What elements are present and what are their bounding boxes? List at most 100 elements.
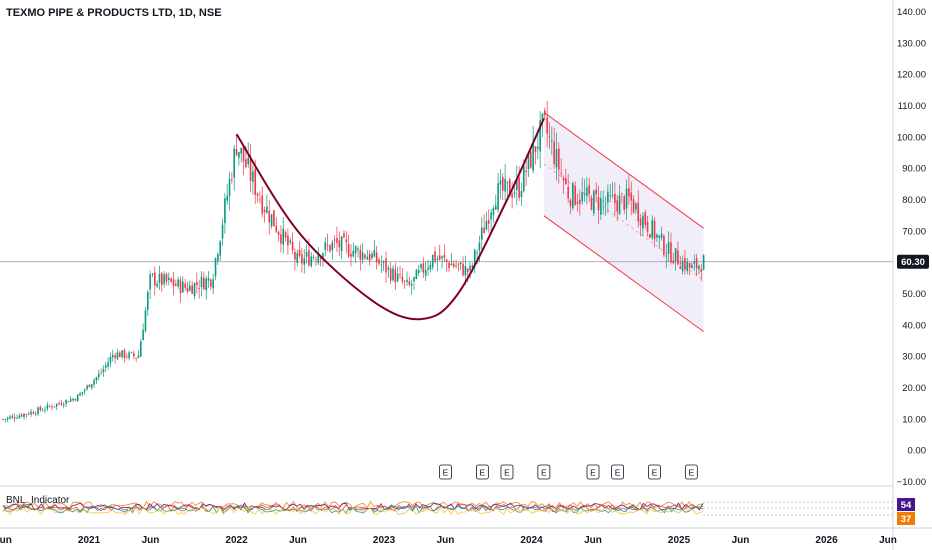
candle-body: [132, 353, 135, 357]
candle-body: [371, 253, 373, 259]
x-axis-ticks: Jun 2021 Jun 2022 Jun 2023 Jun 2024 Jun 2025 Jun 20…: [0, 535, 897, 546]
earnings-event-marker[interactable]: [475, 464, 489, 480]
candle-body: [525, 170, 527, 173]
candle-body: [469, 265, 471, 271]
candle-body: [698, 265, 700, 270]
candle-body: [553, 141, 555, 165]
candle-body: [221, 224, 224, 239]
candle-body: [462, 263, 464, 276]
candle-body: [266, 206, 268, 213]
candle-body: [656, 234, 658, 238]
candle-body: [13, 416, 16, 419]
candle-body: [53, 406, 56, 408]
candle-body: [693, 261, 696, 264]
candle-body: [151, 273, 154, 275]
candle-body: [691, 264, 693, 269]
earnings-event-marker[interactable]: [648, 464, 661, 480]
candle-body: [121, 350, 123, 358]
earnings-event-label: E: [504, 468, 510, 478]
candle-body: [385, 258, 387, 273]
candle-body: [625, 188, 628, 209]
candle-body: [30, 411, 32, 415]
candle-body: [417, 269, 420, 273]
candle-body: [466, 268, 469, 273]
candle-body: [686, 261, 689, 271]
y-tick-label: 120.00: [897, 70, 926, 81]
y-tick-label: 140.00: [897, 7, 926, 18]
earnings-event-label: E: [688, 468, 694, 478]
candle-body: [677, 250, 679, 265]
last-price-badge-text: 60.30: [901, 257, 925, 268]
channel-upper-line: [543, 111, 704, 229]
candle-body: [546, 117, 548, 134]
earnings-event-marker[interactable]: [439, 464, 452, 480]
candle-body: [273, 210, 275, 227]
candle-body: [83, 389, 86, 392]
candle-body: [483, 227, 485, 234]
earnings-event-marker[interactable]: [611, 464, 624, 480]
candle-body: [198, 288, 200, 289]
candle-body: [154, 272, 156, 286]
candle-body: [572, 183, 574, 209]
candle-body: [380, 264, 383, 266]
candle-body: [541, 113, 544, 121]
candle-body: [322, 253, 324, 260]
candle-body: [27, 413, 30, 415]
earnings-event-label: E: [652, 468, 658, 478]
candle-body: [445, 259, 448, 262]
x-tick-label: Jun: [142, 535, 160, 546]
indicator-label[interactable]: BNL_Indicator: [6, 495, 70, 506]
candle-body: [548, 136, 551, 138]
candle-body: [212, 279, 214, 289]
candle-body: [681, 260, 684, 272]
candle-body: [277, 231, 280, 235]
candle-body: [567, 187, 569, 199]
candle-body: [336, 237, 338, 244]
x-tick-label: Jun: [0, 535, 12, 546]
x-tick-label: Jun: [584, 535, 602, 546]
candle-body: [628, 188, 630, 197]
candle-body: [422, 263, 425, 273]
candle-body: [270, 214, 273, 227]
candle-body: [55, 403, 58, 407]
candle-body: [457, 263, 460, 265]
candle-body: [459, 262, 462, 264]
candle-body: [674, 248, 677, 261]
candle-body: [534, 146, 537, 153]
candle-body: [357, 248, 359, 251]
candle-body: [331, 242, 334, 251]
candle-body: [184, 283, 186, 288]
x-tick-label: Jun: [732, 535, 750, 546]
y-tick-label: 20.00: [902, 383, 926, 394]
candle-body: [282, 228, 285, 245]
candle-body: [518, 178, 520, 198]
indicator-badge-2: 37: [897, 512, 915, 525]
y-tick-label: 90.00: [902, 164, 926, 175]
earnings-event-marker[interactable]: [500, 464, 514, 480]
candle-body: [224, 198, 226, 224]
candle-body: [100, 372, 102, 374]
indicator-badge-2-bg: [897, 512, 915, 525]
candle-body: [261, 195, 264, 214]
candle-body: [511, 193, 513, 198]
candle-body: [18, 415, 21, 418]
candle-body: [392, 268, 394, 281]
earnings-event-marker[interactable]: [586, 464, 600, 480]
earnings-event-label: E: [443, 468, 449, 478]
earnings-event-marker[interactable]: [684, 464, 698, 480]
candle-body: [443, 254, 446, 258]
candle-body: [102, 369, 105, 373]
candle-body: [424, 269, 427, 276]
chart-title: TEXMO PIPE & PRODUCTS LTD, 1D, NSE: [6, 7, 222, 19]
candle-body: [427, 267, 429, 270]
earnings-event-marker[interactable]: [537, 464, 551, 480]
candle-body: [450, 263, 453, 266]
candle-body: [616, 200, 619, 212]
channel-lower-line: [543, 215, 704, 333]
candle-body: [639, 218, 642, 226]
candle-body: [492, 208, 495, 215]
candle-body: [39, 406, 42, 411]
y-tick-label: 110.00: [898, 101, 926, 112]
y-tick-label: 40.00: [902, 320, 926, 331]
